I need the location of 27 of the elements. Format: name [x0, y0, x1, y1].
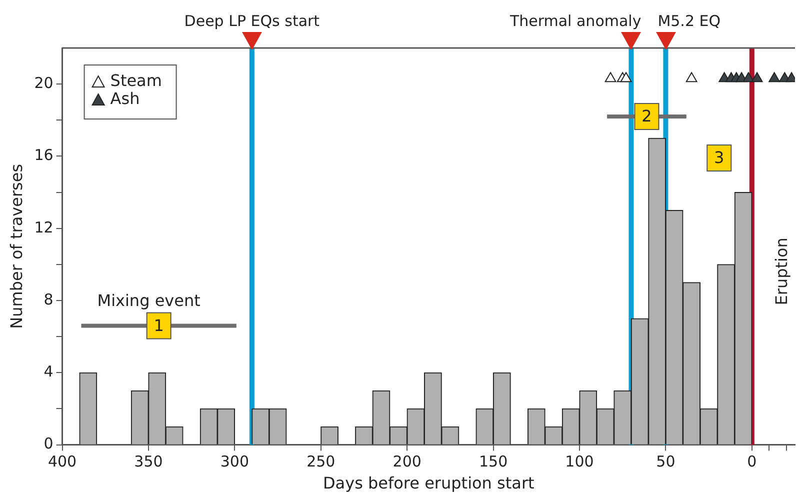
annotation: Eruption — [772, 238, 792, 306]
x-tick-label: 400 — [48, 452, 77, 471]
x-tick-label: 0 — [747, 452, 757, 471]
series-label: Mixing event — [97, 290, 200, 310]
x-tick-label: 150 — [478, 452, 508, 471]
y-tick-label: 8 — [44, 290, 54, 308]
x-tick-label: 250 — [306, 452, 336, 471]
annotation: 3 — [714, 148, 724, 168]
x-tick-label: 50 — [656, 452, 676, 471]
x-tick-label: 100 — [565, 452, 594, 471]
y-tick-label: 16 — [34, 146, 54, 164]
legend-label: Ash — [110, 89, 140, 108]
ref-line-label: M5.2 EQ — [658, 12, 721, 30]
ref-line-label: Deep LP EQs start — [184, 12, 320, 30]
y-tick-label: 20 — [34, 74, 54, 92]
x-axis-title: Days before eruption start — [322, 474, 534, 493]
x-tick-label: 350 — [134, 452, 163, 471]
y-axis-title: Number of traverses — [6, 164, 26, 329]
annotation: 1 — [154, 316, 164, 335]
y-tick-label: 12 — [34, 218, 54, 236]
ref-line-label: Thermal anomaly — [508, 12, 642, 30]
legend-label: Steam — [110, 71, 162, 90]
x-tick-label: 300 — [220, 452, 250, 471]
annotation: 2 — [642, 106, 652, 126]
x-tick-label: 200 — [392, 452, 422, 471]
y-tick-label: 0 — [44, 434, 54, 453]
y-tick-label: 4 — [44, 362, 54, 381]
